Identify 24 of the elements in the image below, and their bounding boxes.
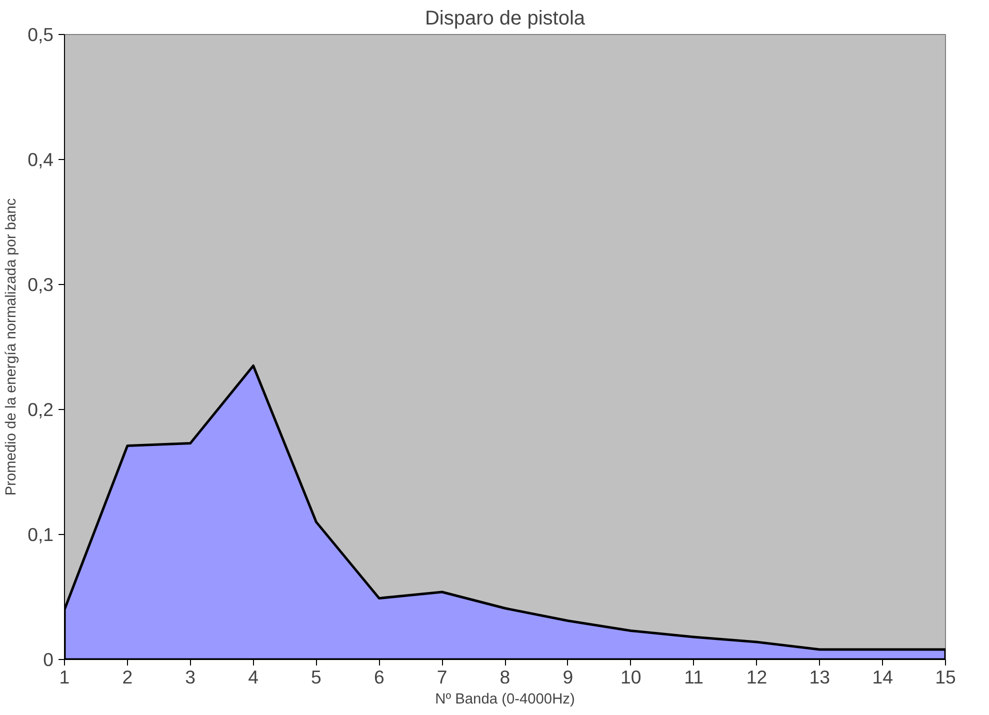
y-tick-label: 0 bbox=[43, 649, 54, 670]
x-tick-label: 2 bbox=[122, 666, 133, 688]
x-tick-label: 8 bbox=[500, 666, 510, 688]
x-tick-label: 9 bbox=[562, 666, 574, 688]
x-tick-label: 14 bbox=[872, 666, 893, 688]
y-tick-label: 0,2 bbox=[28, 399, 54, 420]
x-tick-label: 6 bbox=[374, 666, 384, 688]
x-tick-label: 4 bbox=[248, 666, 258, 688]
y-axis-title: Promedio de la energía normalizada por banc bbox=[4, 198, 20, 496]
y-tick-label: 0,3 bbox=[28, 274, 54, 295]
x-tick-label: 3 bbox=[185, 666, 196, 688]
x-tick-label: 1 bbox=[59, 666, 70, 688]
x-tick-label: 11 bbox=[684, 666, 704, 688]
x-tick-label: 7 bbox=[436, 666, 448, 688]
x-axis-title: Nº Banda (0-4000Hz) bbox=[435, 692, 575, 708]
x-tick-label: 10 bbox=[620, 666, 642, 688]
x-tick-label: 13 bbox=[809, 666, 830, 688]
x-tick-label: 12 bbox=[746, 666, 768, 688]
x-tick-label: 15 bbox=[935, 666, 956, 688]
y-tick-label: 0,1 bbox=[28, 524, 54, 545]
y-tick-label: 0,5 bbox=[28, 24, 54, 45]
chart-title: Disparo de pistola bbox=[424, 8, 586, 30]
x-tick-label: 5 bbox=[311, 666, 322, 688]
y-tick-label: 0,4 bbox=[28, 149, 54, 170]
